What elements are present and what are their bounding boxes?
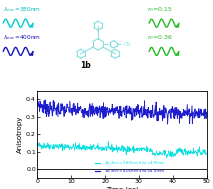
Legend: 1b $\lambda_{exc}$= 380nm $\lambda_{det}$=470nm, 1b $\lambda_{exc}$= 400nm $\lam: 1b $\lambda_{exc}$= 380nm $\lambda_{det}…	[95, 159, 166, 176]
X-axis label: Time (ps): Time (ps)	[106, 186, 138, 189]
Text: $\lambda_{exc}$=380nm: $\lambda_{exc}$=380nm	[3, 5, 41, 14]
Text: $r_0$=0.15: $r_0$=0.15	[147, 5, 173, 14]
Text: 1b: 1b	[80, 60, 91, 70]
Text: CN: CN	[124, 42, 131, 47]
Text: $r_0$=0.36: $r_0$=0.36	[147, 33, 173, 42]
Y-axis label: Anisotropy: Anisotropy	[17, 115, 23, 153]
Text: $\lambda_{exc}$=400nm: $\lambda_{exc}$=400nm	[3, 33, 41, 42]
